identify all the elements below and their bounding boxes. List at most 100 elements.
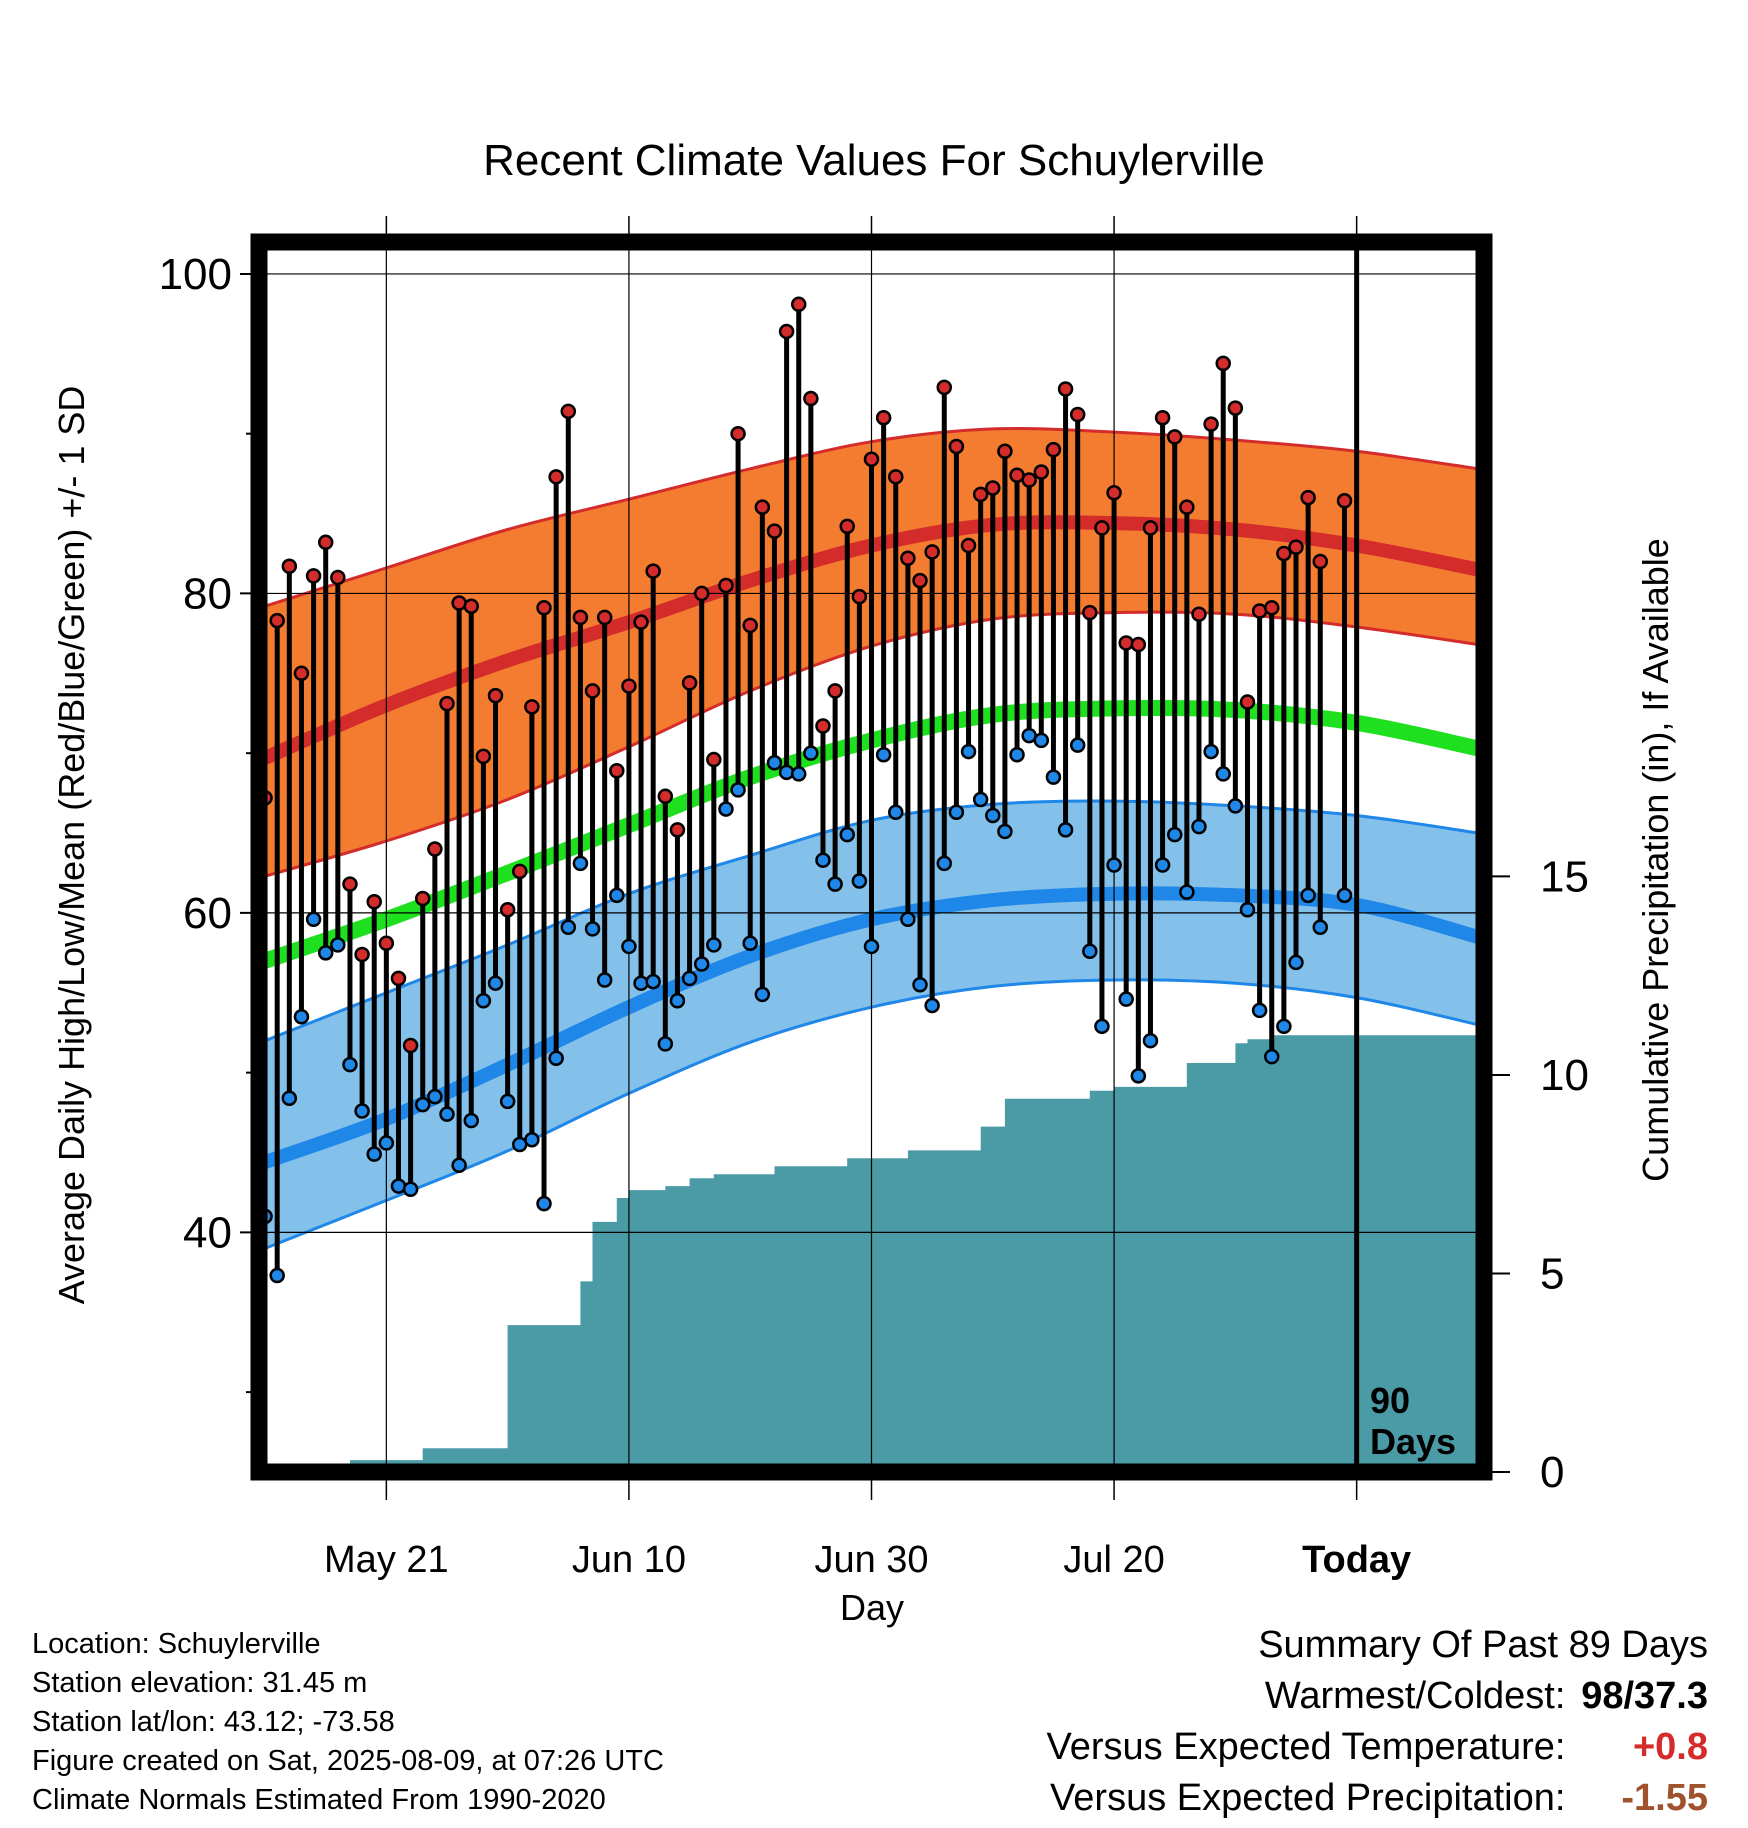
value-separator: / — [1623, 1675, 1635, 1717]
high-point-32 — [645, 563, 661, 579]
low-point-70 — [1106, 857, 1122, 873]
high-point-53 — [900, 550, 916, 567]
low-point-59 — [972, 791, 989, 808]
info-location: Location: Schuylerville — [32, 1628, 321, 1660]
y2-tick-label-3: 15 — [1540, 852, 1589, 901]
high-point-28 — [596, 609, 613, 626]
high-point-49 — [851, 588, 868, 605]
low-point-19 — [487, 975, 504, 991]
low-point-56 — [936, 855, 953, 872]
low-point-77 — [1191, 818, 1207, 835]
high-point-70 — [1106, 485, 1122, 501]
y-tick-label-3: 100 — [159, 250, 232, 299]
high-point-76 — [1179, 499, 1195, 515]
low-point-62 — [1009, 747, 1025, 763]
low-point-51 — [875, 747, 892, 763]
high-point-84 — [1276, 545, 1292, 562]
high-point-44 — [790, 296, 807, 313]
high-point-34 — [669, 822, 686, 838]
y2-tick-label-0: 0 — [1540, 1448, 1564, 1497]
low-point-41 — [754, 986, 771, 1003]
high-point-50 — [863, 451, 880, 467]
high-point-79 — [1215, 355, 1231, 372]
warmest-value: 98 — [1581, 1675, 1624, 1717]
high-point-38 — [718, 577, 734, 594]
warmest-coldest-value: 98/37.3 — [1576, 1671, 1708, 1722]
x-tick-label-0: May 21 — [324, 1539, 449, 1581]
low-point-24 — [548, 1050, 564, 1067]
high-point-60 — [985, 480, 1001, 496]
y-tick-label-0: 40 — [183, 1208, 232, 1257]
low-point-3 — [293, 1008, 310, 1025]
y-axis-label: Average Daily High/Low/Mean (Red/Blue/Gr… — [51, 386, 92, 1305]
summary-precipitation: Versus Expected Precipitation: -1.55 — [1047, 1773, 1708, 1824]
high-point-39 — [730, 425, 746, 442]
high-point-69 — [1094, 520, 1110, 536]
axes: 40 60 80 100 May 21 Jun 10 Jun 30 Jul 20 Today 0 5… — [159, 216, 1589, 1581]
high-point-77 — [1191, 606, 1207, 622]
high-point-72 — [1130, 636, 1147, 653]
low-point-30 — [621, 938, 637, 955]
high-point-8 — [354, 946, 370, 963]
low-point-76 — [1179, 884, 1195, 900]
low-point-46 — [815, 852, 831, 868]
high-point-59 — [972, 486, 989, 503]
high-point-61 — [997, 443, 1013, 460]
low-point-65 — [1045, 769, 1062, 785]
high-point-80 — [1227, 400, 1244, 416]
high-point-14 — [427, 841, 443, 857]
high-point-89 — [1336, 493, 1353, 509]
high-point-27 — [584, 683, 601, 699]
high-point-66 — [1057, 381, 1074, 397]
low-point-9 — [366, 1146, 382, 1162]
summary-panel: Summary Of Past 89 Days Warmest/Coldest:… — [1047, 1620, 1708, 1824]
x-tick-label-2: Jun 30 — [814, 1539, 928, 1581]
today-label-90: Days — [1370, 1421, 1456, 1462]
low-point-85 — [1288, 954, 1304, 971]
info-created: Figure created on Sat, 2025-08-09, at 07… — [32, 1745, 664, 1777]
high-point-48 — [839, 518, 855, 535]
info-elevation: Station elevation: 31.45 m — [32, 1667, 368, 1699]
low-point-74 — [1154, 857, 1171, 873]
low-point-35 — [681, 970, 698, 987]
low-point-13 — [414, 1096, 431, 1113]
low-point-60 — [985, 807, 1001, 824]
low-point-2 — [281, 1090, 298, 1106]
high-point-26 — [572, 609, 589, 626]
high-point-74 — [1154, 409, 1171, 426]
high-point-65 — [1045, 441, 1062, 458]
high-point-41 — [754, 499, 771, 515]
low-point-86 — [1300, 887, 1316, 904]
low-point-79 — [1215, 766, 1231, 782]
low-point-29 — [609, 887, 625, 904]
high-point-46 — [815, 718, 831, 734]
warmest-coldest-label: Warmest/Coldest: — [1264, 1675, 1566, 1717]
low-point-73 — [1142, 1032, 1159, 1049]
low-point-6 — [330, 937, 346, 953]
summary-warmest-coldest: Warmest/Coldest: 98/37.3 — [1047, 1671, 1708, 1722]
high-point-21 — [512, 863, 528, 880]
high-point-35 — [681, 675, 698, 691]
low-point-26 — [572, 855, 589, 872]
summary-title: Summary Of Past 89 Days — [1258, 1624, 1708, 1666]
low-point-52 — [888, 804, 904, 821]
low-point-45 — [803, 745, 819, 761]
low-point-58 — [960, 743, 977, 760]
low-point-82 — [1251, 1002, 1268, 1019]
high-point-3 — [293, 665, 310, 682]
low-point-14 — [427, 1088, 443, 1105]
low-point-87 — [1312, 919, 1329, 936]
low-point-66 — [1057, 822, 1074, 838]
low-point-89 — [1336, 887, 1353, 904]
low-point-37 — [706, 937, 722, 953]
low-point-80 — [1227, 798, 1244, 814]
high-point-45 — [803, 390, 819, 407]
low-point-12 — [402, 1181, 419, 1198]
high-point-30 — [621, 678, 637, 694]
high-point-37 — [706, 751, 722, 768]
low-point-18 — [475, 993, 492, 1009]
low-point-5 — [317, 945, 334, 961]
low-point-61 — [997, 823, 1013, 840]
low-point-53 — [900, 911, 916, 928]
